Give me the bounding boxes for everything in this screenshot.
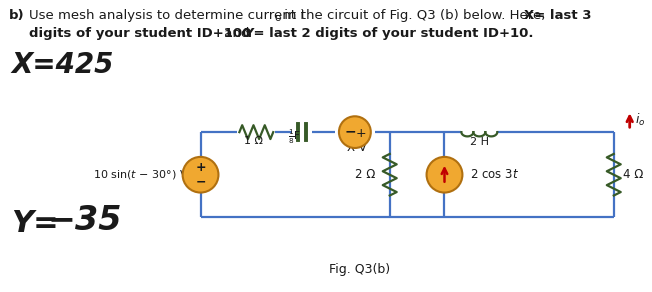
Circle shape: [426, 157, 462, 192]
Text: Use mesh analysis to determine current i: Use mesh analysis to determine current i: [29, 9, 304, 22]
Text: +: +: [195, 161, 206, 174]
Text: o: o: [274, 13, 280, 23]
Text: Y=: Y=: [11, 209, 59, 238]
Text: Fig. Q3(b): Fig. Q3(b): [329, 263, 391, 276]
Text: X=425: X=425: [11, 51, 113, 79]
Text: −: −: [196, 175, 206, 188]
Text: X= last 3: X= last 3: [524, 9, 591, 22]
Text: $i_o$: $i_o$: [634, 112, 645, 128]
Text: digits of your student ID+100: digits of your student ID+100: [29, 27, 252, 40]
Text: Y= last 2 digits of your student ID+10.: Y= last 2 digits of your student ID+10.: [244, 27, 534, 40]
Text: $\frac{1}{8}$F: $\frac{1}{8}$F: [288, 128, 301, 146]
Text: 4 Ω: 4 Ω: [623, 168, 643, 181]
Text: 2 Ω: 2 Ω: [355, 168, 376, 181]
Circle shape: [183, 157, 218, 192]
Text: 2 H: 2 H: [470, 137, 489, 147]
Text: +: +: [355, 127, 366, 140]
Circle shape: [339, 116, 371, 148]
Text: X V: X V: [347, 141, 366, 154]
Text: 2 cos 3$t$: 2 cos 3$t$: [470, 168, 520, 181]
Text: 1 Ω: 1 Ω: [244, 136, 263, 146]
Text: 10 sin($t$ − 30°) V: 10 sin($t$ − 30°) V: [93, 168, 188, 181]
Text: −: −: [344, 124, 356, 138]
Text: in the circuit of Fig. Q3 (b) below. Here,: in the circuit of Fig. Q3 (b) below. Her…: [280, 9, 550, 22]
Text: and: and: [220, 27, 254, 40]
Text: −35: −35: [47, 204, 122, 237]
Text: b): b): [9, 9, 25, 22]
